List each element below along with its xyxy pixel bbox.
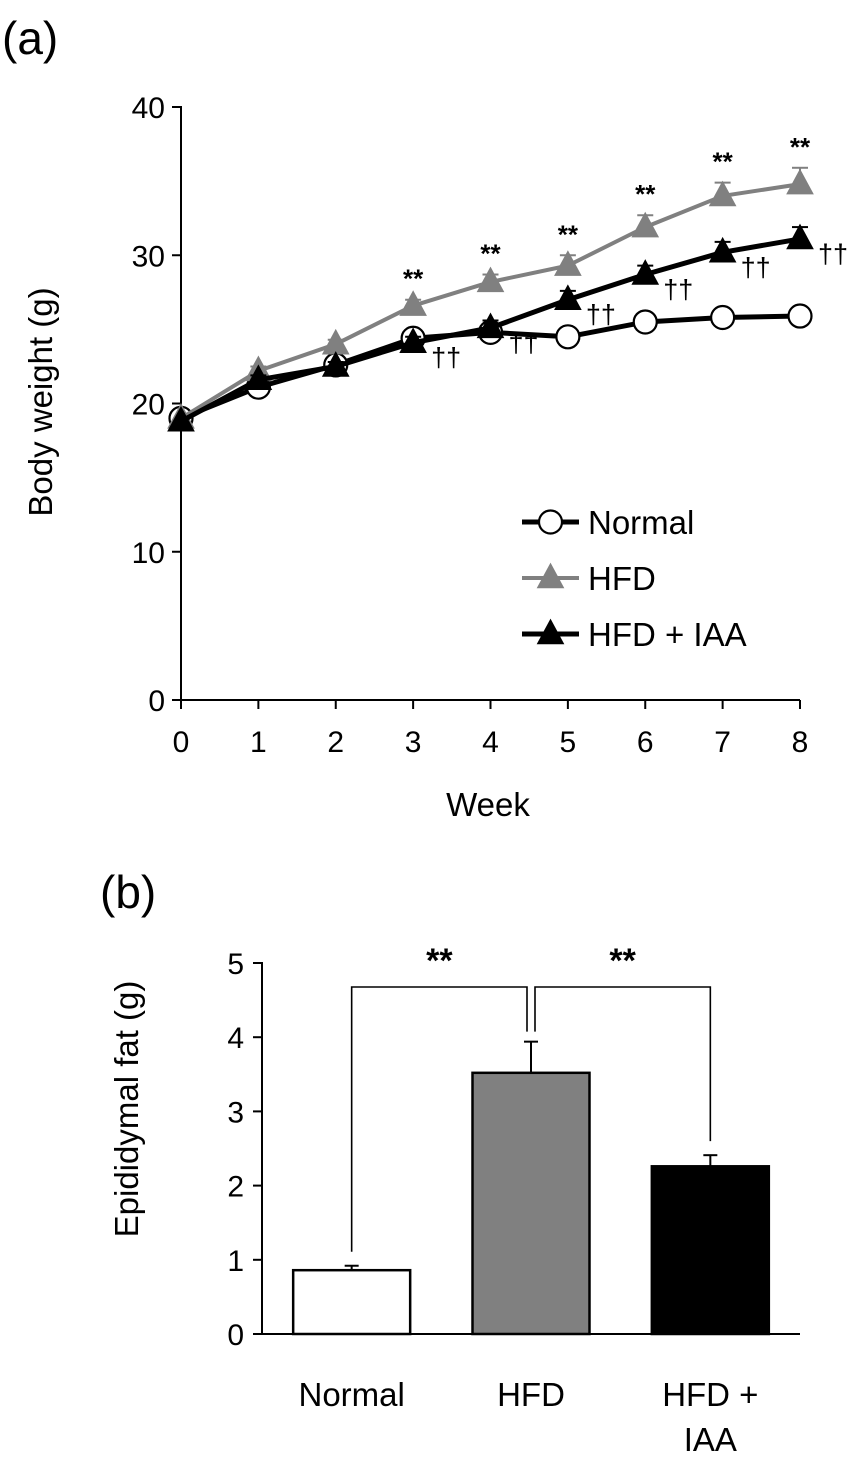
significance-hfd-iaa: †† (586, 300, 616, 330)
legend-label: HFD (588, 560, 656, 597)
data-point (244, 364, 273, 391)
panel-a-legend: Normal HFD HFD + IAA (522, 504, 747, 653)
bar-normal (291, 1264, 412, 1336)
data-point (321, 328, 350, 355)
data-point (476, 266, 505, 293)
y-tick-label: 30 (132, 240, 165, 273)
data-point (786, 168, 814, 195)
data-point (399, 327, 427, 353)
data-point (167, 405, 195, 432)
y-tick-label: 5 (227, 948, 244, 981)
y-tick-label: 20 (132, 389, 165, 422)
legend-swatch-marker (537, 509, 564, 535)
bar (291, 1268, 412, 1336)
bar-hfd-iaa (650, 1154, 771, 1336)
significance-hfd: ** (790, 132, 811, 162)
data-point (631, 259, 660, 285)
significance-hfd: ** (713, 147, 734, 177)
panel-a-y-axis-title: Body weight (g) (22, 287, 59, 516)
data-point (631, 211, 660, 238)
significance-hfd-iaa: †† (741, 252, 771, 282)
significance-hfd: ** (635, 179, 656, 209)
x-tick-label: 3 (405, 726, 422, 759)
panel-a-x-axis-title: Week (446, 786, 530, 823)
panel-a-annotations: ** †† ** †† ** †† ** †† ** †† ** †† (403, 132, 848, 373)
legend-swatch-marker (536, 562, 565, 589)
significance-hfd: ** (403, 264, 424, 294)
comparison-bracket (534, 986, 712, 1142)
y-tick-label: 1 (227, 1245, 244, 1278)
x-category-label: HFD (497, 1376, 565, 1413)
x-tick-label: 4 (482, 726, 499, 759)
data-point (708, 180, 737, 207)
data-point (708, 236, 737, 263)
significance-hfd-iaa: †† (818, 239, 848, 269)
y-tick-label: 0 (148, 685, 165, 718)
panel-a-body-weight-chart: (a) Week Body weight (g) 0 10 20 30 40 0 1 2 3 4 5… (2, 12, 848, 823)
comparison-label: ** (426, 942, 453, 980)
y-tick-label: 4 (227, 1022, 244, 1055)
x-tick-label: 6 (637, 726, 654, 759)
y-tick-label: 3 (227, 1096, 244, 1129)
data-point (321, 351, 350, 377)
significance-hfd-iaa: †† (431, 343, 461, 373)
panel-a-axes: 0 10 20 30 40 0 1 2 3 4 5 6 7 8 (132, 92, 809, 759)
panel-b-label: (b) (100, 866, 156, 918)
bar (650, 1165, 771, 1336)
y-tick-label: 40 (132, 92, 165, 125)
legend-item: HFD + IAA (522, 616, 747, 653)
x-tick-label: 0 (173, 726, 190, 759)
data-point (786, 223, 814, 250)
y-tick-label: 2 (227, 1171, 244, 1204)
panel-b-y-axis-title: Epididymal fat (g) (108, 981, 145, 1238)
significance-hfd-iaa: †† (663, 275, 693, 305)
significance-hfd: ** (558, 219, 579, 249)
data-point (632, 309, 658, 335)
legend-label: Normal (588, 504, 694, 541)
x-category-label: IAA (684, 1421, 737, 1458)
x-category-label: Normal (298, 1376, 404, 1413)
data-point (399, 290, 427, 316)
bar-hfd (471, 1040, 591, 1336)
x-tick-label: 7 (714, 726, 731, 759)
y-tick-label: 0 (227, 1319, 244, 1352)
panel-a-series (167, 166, 814, 432)
data-point (554, 284, 582, 310)
legend-swatch-marker (536, 618, 565, 645)
comparison-label: ** (609, 942, 636, 980)
data-point (710, 304, 736, 331)
data-point (476, 312, 505, 339)
legend-item: HFD (522, 560, 656, 597)
significance-hfd-iaa: †† (509, 328, 539, 358)
series-hfd-iaa (167, 223, 814, 432)
x-tick-label: 1 (250, 726, 267, 759)
legend-item: Normal (522, 504, 694, 541)
data-point (555, 324, 581, 350)
panel-b-annotations: ** ** (350, 942, 712, 1252)
data-point (787, 303, 813, 329)
x-category-label: HFD + (662, 1376, 758, 1413)
panel-b-bars: Normal HFD HFD + IAA (291, 1040, 771, 1458)
legend-label: HFD + IAA (588, 616, 747, 653)
panel-a-label: (a) (2, 12, 58, 64)
x-tick-label: 8 (792, 726, 809, 759)
bar (471, 1071, 591, 1336)
y-tick-label: 10 (132, 537, 165, 570)
data-point (554, 250, 582, 276)
x-tick-label: 2 (327, 726, 344, 759)
significance-hfd: ** (480, 239, 501, 269)
comparison-bracket (350, 986, 528, 1252)
panel-b-epididymal-fat-chart: (b) Epididymal fat (g) 0 1 2 3 4 5 Normal HFD H… (100, 866, 800, 1458)
x-tick-label: 5 (560, 726, 577, 759)
